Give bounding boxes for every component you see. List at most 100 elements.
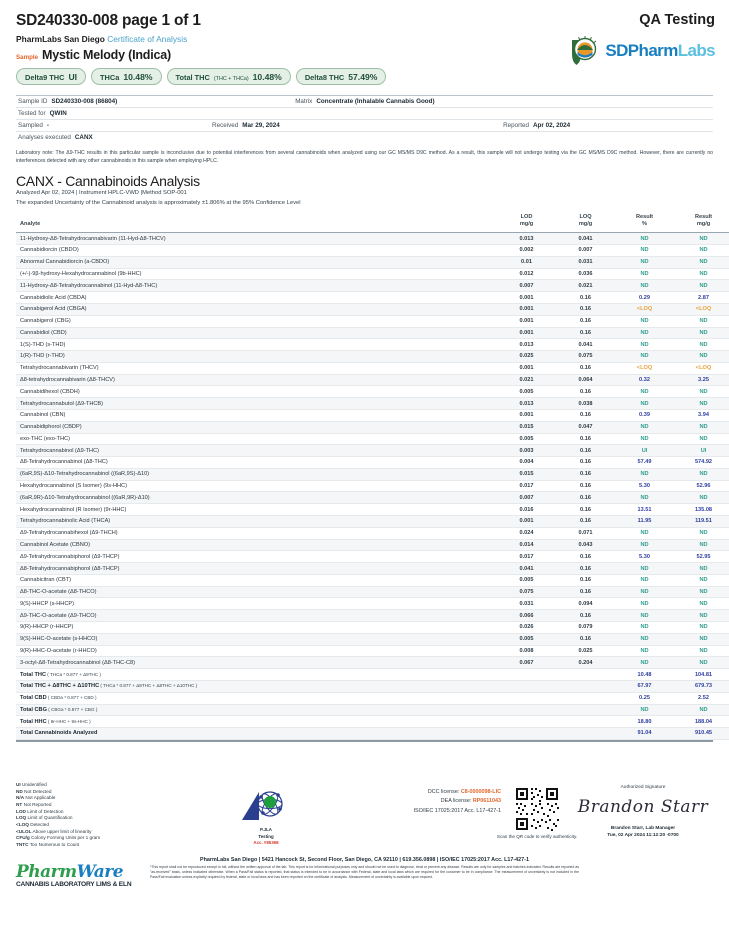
- cell-analyte: Total THC ( THCa * 0.877 + Δ9THC ): [16, 668, 497, 681]
- info-cell-sample-id: Sample ID SD240330-008 (86804): [18, 98, 295, 105]
- legend-text: Not Detected: [24, 788, 52, 794]
- table-row: Δ9-Tetrahydrocannabihexol (Δ9-THCH) 0.024…: [16, 527, 729, 540]
- table-body: 11-Hydroxy-Δ8-Tetrahydrocannabivarin (11…: [16, 232, 729, 740]
- coa-label: Certificate of Analysis: [107, 34, 188, 44]
- cell-loq: 0.16: [556, 385, 615, 399]
- cell-result-mgg: ND: [674, 621, 729, 634]
- cell-analyte: Δ9-Tetrahydrocannabiphorol (Δ9-THCP): [16, 550, 497, 564]
- info-row-tested-for: Tested for QWIN: [16, 108, 713, 120]
- cell-lod: 0.025: [497, 350, 556, 363]
- info-row-sample-id: Sample ID SD240330-008 (86804) Matrix Co…: [16, 96, 713, 108]
- table-row: Cannabigerol (CBG) 0.001 0.16 ND ND: [16, 315, 729, 328]
- legend-abbr: CFU/g: [16, 835, 30, 841]
- cell-analyte: 9(R)-HHC-O-acetate (r-HHCO): [16, 645, 497, 658]
- sample-name: Mystic Melody (Indica): [42, 48, 171, 62]
- cell-result-mgg: ND: [674, 527, 729, 540]
- cell-lod: 0.003: [497, 444, 556, 458]
- dea-license-value: RP0611043: [472, 798, 501, 805]
- col-result-mgg: Result mg/g: [674, 211, 729, 234]
- cell-result-mgg: ND: [674, 232, 729, 246]
- cell-result-pct: ND: [615, 633, 674, 646]
- chip-key: Total THC: [175, 72, 210, 82]
- qr-code-icon[interactable]: [514, 786, 560, 832]
- cell-result-pct: ND: [615, 327, 674, 340]
- footer-disclaimer: *This report shall not be reproduced exc…: [150, 864, 579, 879]
- cell-loq: 0.16: [556, 456, 615, 469]
- cell-analyte: Cannabidiorcin (CBDO): [16, 244, 497, 257]
- matrix-value: Concentrate (Inhalable Cannabis Good): [316, 98, 435, 105]
- matrix-label: Matrix: [295, 98, 313, 105]
- cell-result-pct: 11.95: [615, 515, 674, 528]
- cell-loq: 0.204: [556, 656, 615, 670]
- cell-loq: 0.031: [556, 256, 615, 269]
- table-total-row: Total THC + Δ8THC + Δ10THC ( THCa * 0.87…: [16, 680, 729, 693]
- table-row: Cannabidiphorol (CBDP) 0.015 0.047 ND ND: [16, 421, 729, 434]
- dea-license-line: DEA license: RP0611043: [316, 797, 501, 806]
- pharmware-name-b: Ware: [76, 862, 124, 882]
- info-row-dates: Sampled - Received Mar 29, 2024 Reported…: [16, 120, 713, 132]
- chip-total-thc: Total THC (THC + THCa) 10.48%: [166, 68, 291, 85]
- pjla-seal: P.JLA Testing Acc. #85368: [216, 782, 316, 849]
- cell-result-mgg: 52.96: [674, 480, 729, 493]
- cell-result-mgg: ND: [674, 468, 729, 481]
- tested-for-label: Tested for: [18, 110, 46, 117]
- analysis-meta: Analyzed Apr 02, 2024 | Instrument HPLC-…: [16, 190, 187, 197]
- cell-analyte: Cannabinol (CBN): [16, 409, 497, 422]
- cell-loq: 0.041: [556, 338, 615, 352]
- cell-result-pct: 18.80: [615, 715, 674, 729]
- cell-result-pct: 67.97: [615, 680, 674, 693]
- cell-lod: 0.005: [497, 385, 556, 399]
- cell-loq: 0.064: [556, 374, 615, 387]
- cell-result-pct: ND: [615, 609, 674, 623]
- table-row: Tetrahydrocannabutol (Δ9-THCB) 0.013 0.038…: [16, 397, 729, 410]
- cell-analyte: Δ9-Tetrahydrocannabihexol (Δ9-THCH): [16, 527, 497, 540]
- legend-text: Limit of Quantification: [27, 815, 73, 821]
- sample-label: Sample: [16, 54, 39, 61]
- cell-result-mgg: 104.81: [674, 668, 729, 681]
- cell-loq: 0.036: [556, 268, 615, 281]
- total-formula: ( THCa * 0.877 + Δ9THC ): [46, 671, 101, 677]
- table-row: 1(S)-THD (s-THD) 0.013 0.041 ND ND: [16, 338, 729, 352]
- signature-block: Authorized Signature Brandon Starr Brand…: [573, 782, 713, 849]
- chip-delta9-thc: Delta9 THC UI: [16, 68, 87, 85]
- cell-analyte: Total Cannabinoids Analyzed: [16, 727, 497, 740]
- cell-lod: 0.005: [497, 633, 556, 646]
- cell-result-mgg: ND: [674, 268, 729, 281]
- cell-result-mgg: 119.51: [674, 515, 729, 528]
- cell-result-pct: ND: [615, 315, 674, 328]
- cell-lod: 0.026: [497, 621, 556, 634]
- cell-result-pct: ND: [615, 704, 674, 717]
- cell-result-pct: ND: [615, 527, 674, 540]
- table-row: 9(S)-HHC-O-acetate (s-HHCO) 0.005 0.16 ND ND: [16, 633, 729, 646]
- chip-value: 57.49%: [348, 71, 378, 82]
- cell-analyte: 3-octyl-Δ8-Tetrahydrocannabinol (Δ8-THC-…: [16, 656, 497, 670]
- qa-testing-title: QA Testing: [639, 12, 715, 28]
- signature-timestamp: Tue, 02 Apr 2024 11:12:20 -0700: [607, 833, 679, 839]
- legend-text: Not Reported: [23, 802, 52, 808]
- cell-loq: [556, 715, 615, 729]
- cell-loq: 0.16: [556, 633, 615, 646]
- cell-loq: [556, 668, 615, 681]
- cell-result-mgg: 52.95: [674, 550, 729, 564]
- page-title: SD240330-008 page 1 of 1: [16, 12, 201, 29]
- col-result-mgg-unit: mg/g: [696, 221, 711, 228]
- legend-text: Unidentified: [22, 782, 47, 787]
- cell-lod: 0.004: [497, 456, 556, 469]
- info-cell-analyses: Analyses executed CANX: [18, 134, 295, 141]
- cell-lod: 0.007: [497, 279, 556, 293]
- table-row: 3-octyl-Δ8-Tetrahydrocannabinol (Δ8-THC-…: [16, 656, 729, 670]
- cell-result-mgg: ND: [674, 338, 729, 352]
- legend-abbr: ND: [16, 788, 23, 794]
- cell-result-pct: 0.32: [615, 374, 674, 387]
- cell-loq: 0.094: [556, 597, 615, 611]
- cell-result-mgg: ND: [674, 645, 729, 658]
- cell-analyte: Tetrahydrocannabutol (Δ9-THCB): [16, 397, 497, 410]
- chip-delta8-thc: Delta8 THC 57.49%: [295, 68, 387, 85]
- sdpharmlabs-emblem-icon: [572, 36, 597, 65]
- cell-result-mgg: ND: [674, 586, 729, 599]
- qr-block[interactable]: Scan the QR code to verify authenticity.: [497, 782, 577, 849]
- dcc-license-value: C8-0000098-LIC: [460, 789, 501, 795]
- cell-result-pct: 13.51: [615, 503, 674, 516]
- table-row: Δ9-THC-O-acetate (Δ9-THCO) 0.066 0.16 ND ND: [16, 609, 729, 623]
- seal-name: P.JLA: [260, 827, 272, 832]
